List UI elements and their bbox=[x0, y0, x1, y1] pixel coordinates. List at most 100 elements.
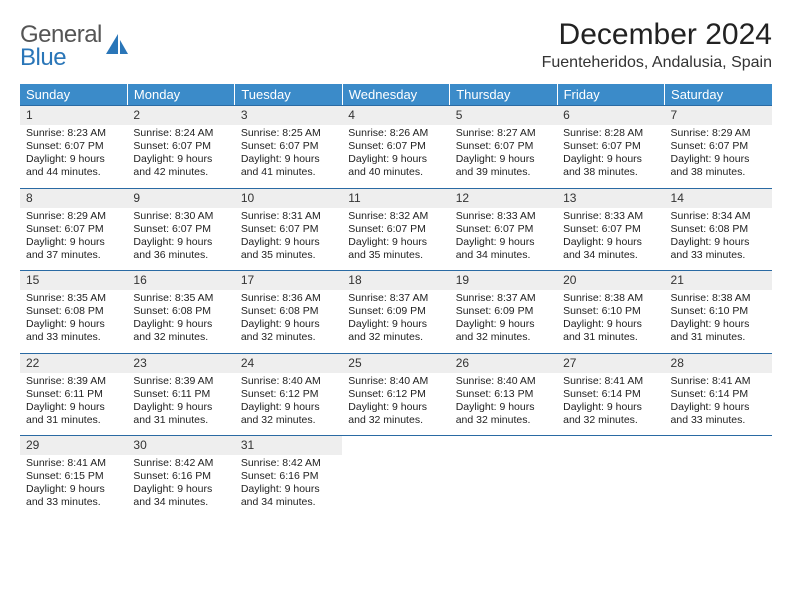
day-number: 12 bbox=[450, 189, 557, 208]
day-number: 17 bbox=[235, 271, 342, 290]
title-block: December 2024 Fuenteheridos, Andalusia, … bbox=[542, 18, 772, 72]
calendar-day-cell: 16Sunrise: 8:35 AMSunset: 6:08 PMDayligh… bbox=[127, 270, 234, 353]
month-title: December 2024 bbox=[542, 18, 772, 52]
day-details: Sunrise: 8:40 AMSunset: 6:12 PMDaylight:… bbox=[342, 373, 449, 436]
weekday-header: Monday bbox=[127, 84, 234, 105]
day-number: 4 bbox=[342, 106, 449, 125]
calendar-day-cell: 7Sunrise: 8:29 AMSunset: 6:07 PMDaylight… bbox=[665, 105, 772, 188]
day-number: 5 bbox=[450, 106, 557, 125]
day-details: Sunrise: 8:34 AMSunset: 6:08 PMDaylight:… bbox=[665, 208, 772, 271]
day-number: 15 bbox=[20, 271, 127, 290]
day-details: Sunrise: 8:41 AMSunset: 6:14 PMDaylight:… bbox=[557, 373, 664, 436]
calendar-day-cell: 11Sunrise: 8:32 AMSunset: 6:07 PMDayligh… bbox=[342, 188, 449, 271]
day-number: 24 bbox=[235, 354, 342, 373]
day-number: 18 bbox=[342, 271, 449, 290]
calendar-day-cell: 22Sunrise: 8:39 AMSunset: 6:11 PMDayligh… bbox=[20, 353, 127, 436]
calendar-day-cell: 24Sunrise: 8:40 AMSunset: 6:12 PMDayligh… bbox=[235, 353, 342, 436]
weekday-header: Thursday bbox=[450, 84, 557, 105]
day-number: 13 bbox=[557, 189, 664, 208]
day-details: Sunrise: 8:31 AMSunset: 6:07 PMDaylight:… bbox=[235, 208, 342, 271]
day-number: 30 bbox=[127, 436, 234, 455]
day-number: 1 bbox=[20, 106, 127, 125]
day-details: Sunrise: 8:39 AMSunset: 6:11 PMDaylight:… bbox=[20, 373, 127, 436]
calendar-week-row: 1Sunrise: 8:23 AMSunset: 6:07 PMDaylight… bbox=[20, 105, 772, 188]
calendar-day-cell: 31Sunrise: 8:42 AMSunset: 6:16 PMDayligh… bbox=[235, 435, 342, 518]
calendar-table: SundayMondayTuesdayWednesdayThursdayFrid… bbox=[20, 84, 772, 518]
day-number: 14 bbox=[665, 189, 772, 208]
day-number: 16 bbox=[127, 271, 234, 290]
page-header: General Blue December 2024 Fuenteheridos… bbox=[20, 18, 772, 72]
day-number: 2 bbox=[127, 106, 234, 125]
calendar-day-cell: . bbox=[342, 435, 449, 518]
day-details: Sunrise: 8:40 AMSunset: 6:13 PMDaylight:… bbox=[450, 373, 557, 436]
day-number: 10 bbox=[235, 189, 342, 208]
calendar-day-cell: 15Sunrise: 8:35 AMSunset: 6:08 PMDayligh… bbox=[20, 270, 127, 353]
day-details: Sunrise: 8:27 AMSunset: 6:07 PMDaylight:… bbox=[450, 125, 557, 188]
day-details: Sunrise: 8:25 AMSunset: 6:07 PMDaylight:… bbox=[235, 125, 342, 188]
weekday-header: Wednesday bbox=[342, 84, 449, 105]
day-number: 31 bbox=[235, 436, 342, 455]
day-details: Sunrise: 8:23 AMSunset: 6:07 PMDaylight:… bbox=[20, 125, 127, 188]
day-details: Sunrise: 8:39 AMSunset: 6:11 PMDaylight:… bbox=[127, 373, 234, 436]
brand-text: General Blue bbox=[20, 24, 102, 70]
day-number: 29 bbox=[20, 436, 127, 455]
weekday-header: Friday bbox=[557, 84, 664, 105]
day-details: Sunrise: 8:42 AMSunset: 6:16 PMDaylight:… bbox=[235, 455, 342, 518]
day-details: Sunrise: 8:33 AMSunset: 6:07 PMDaylight:… bbox=[450, 208, 557, 271]
day-number: 23 bbox=[127, 354, 234, 373]
weekday-header: Saturday bbox=[665, 84, 772, 105]
calendar-day-cell: 10Sunrise: 8:31 AMSunset: 6:07 PMDayligh… bbox=[235, 188, 342, 271]
calendar-day-cell: 29Sunrise: 8:41 AMSunset: 6:15 PMDayligh… bbox=[20, 435, 127, 518]
day-details: Sunrise: 8:32 AMSunset: 6:07 PMDaylight:… bbox=[342, 208, 449, 271]
day-details: Sunrise: 8:33 AMSunset: 6:07 PMDaylight:… bbox=[557, 208, 664, 271]
calendar-day-cell: 13Sunrise: 8:33 AMSunset: 6:07 PMDayligh… bbox=[557, 188, 664, 271]
calendar-week-row: 29Sunrise: 8:41 AMSunset: 6:15 PMDayligh… bbox=[20, 435, 772, 518]
calendar-day-cell: 12Sunrise: 8:33 AMSunset: 6:07 PMDayligh… bbox=[450, 188, 557, 271]
day-details: Sunrise: 8:29 AMSunset: 6:07 PMDaylight:… bbox=[20, 208, 127, 271]
calendar-day-cell: 25Sunrise: 8:40 AMSunset: 6:12 PMDayligh… bbox=[342, 353, 449, 436]
day-number: 22 bbox=[20, 354, 127, 373]
calendar-day-cell: 27Sunrise: 8:41 AMSunset: 6:14 PMDayligh… bbox=[557, 353, 664, 436]
calendar-day-cell: . bbox=[557, 435, 664, 518]
location: Fuenteheridos, Andalusia, Spain bbox=[542, 54, 772, 72]
calendar-day-cell: 18Sunrise: 8:37 AMSunset: 6:09 PMDayligh… bbox=[342, 270, 449, 353]
day-number: 20 bbox=[557, 271, 664, 290]
calendar-day-cell: 14Sunrise: 8:34 AMSunset: 6:08 PMDayligh… bbox=[665, 188, 772, 271]
weekday-header: Sunday bbox=[20, 84, 127, 105]
day-details: Sunrise: 8:37 AMSunset: 6:09 PMDaylight:… bbox=[342, 290, 449, 353]
calendar-day-cell: 6Sunrise: 8:28 AMSunset: 6:07 PMDaylight… bbox=[557, 105, 664, 188]
calendar-day-cell: 2Sunrise: 8:24 AMSunset: 6:07 PMDaylight… bbox=[127, 105, 234, 188]
day-details: Sunrise: 8:24 AMSunset: 6:07 PMDaylight:… bbox=[127, 125, 234, 188]
day-number: 27 bbox=[557, 354, 664, 373]
day-details: Sunrise: 8:41 AMSunset: 6:15 PMDaylight:… bbox=[20, 455, 127, 518]
day-details: Sunrise: 8:40 AMSunset: 6:12 PMDaylight:… bbox=[235, 373, 342, 436]
calendar-body: 1Sunrise: 8:23 AMSunset: 6:07 PMDaylight… bbox=[20, 105, 772, 518]
calendar-day-cell: 21Sunrise: 8:38 AMSunset: 6:10 PMDayligh… bbox=[665, 270, 772, 353]
day-details: Sunrise: 8:38 AMSunset: 6:10 PMDaylight:… bbox=[557, 290, 664, 353]
day-details: Sunrise: 8:41 AMSunset: 6:14 PMDaylight:… bbox=[665, 373, 772, 436]
calendar-day-cell: 1Sunrise: 8:23 AMSunset: 6:07 PMDaylight… bbox=[20, 105, 127, 188]
day-number: 3 bbox=[235, 106, 342, 125]
calendar-day-cell: 17Sunrise: 8:36 AMSunset: 6:08 PMDayligh… bbox=[235, 270, 342, 353]
day-number: 7 bbox=[665, 106, 772, 125]
day-number: 28 bbox=[665, 354, 772, 373]
calendar-day-cell: 20Sunrise: 8:38 AMSunset: 6:10 PMDayligh… bbox=[557, 270, 664, 353]
day-number: 21 bbox=[665, 271, 772, 290]
day-number: 8 bbox=[20, 189, 127, 208]
day-details: Sunrise: 8:36 AMSunset: 6:08 PMDaylight:… bbox=[235, 290, 342, 353]
day-details: Sunrise: 8:35 AMSunset: 6:08 PMDaylight:… bbox=[127, 290, 234, 353]
calendar-day-cell: 23Sunrise: 8:39 AMSunset: 6:11 PMDayligh… bbox=[127, 353, 234, 436]
day-details: Sunrise: 8:42 AMSunset: 6:16 PMDaylight:… bbox=[127, 455, 234, 518]
sail-icon bbox=[104, 32, 132, 58]
day-number: 11 bbox=[342, 189, 449, 208]
calendar-day-cell: 3Sunrise: 8:25 AMSunset: 6:07 PMDaylight… bbox=[235, 105, 342, 188]
weekday-header: Tuesday bbox=[235, 84, 342, 105]
brand-line2: Blue bbox=[20, 44, 66, 71]
calendar-day-cell: 26Sunrise: 8:40 AMSunset: 6:13 PMDayligh… bbox=[450, 353, 557, 436]
calendar-day-cell: 19Sunrise: 8:37 AMSunset: 6:09 PMDayligh… bbox=[450, 270, 557, 353]
weekday-header-row: SundayMondayTuesdayWednesdayThursdayFrid… bbox=[20, 84, 772, 105]
day-details: Sunrise: 8:37 AMSunset: 6:09 PMDaylight:… bbox=[450, 290, 557, 353]
day-details: Sunrise: 8:28 AMSunset: 6:07 PMDaylight:… bbox=[557, 125, 664, 188]
brand-logo: General Blue bbox=[20, 24, 132, 70]
calendar-week-row: 15Sunrise: 8:35 AMSunset: 6:08 PMDayligh… bbox=[20, 270, 772, 353]
